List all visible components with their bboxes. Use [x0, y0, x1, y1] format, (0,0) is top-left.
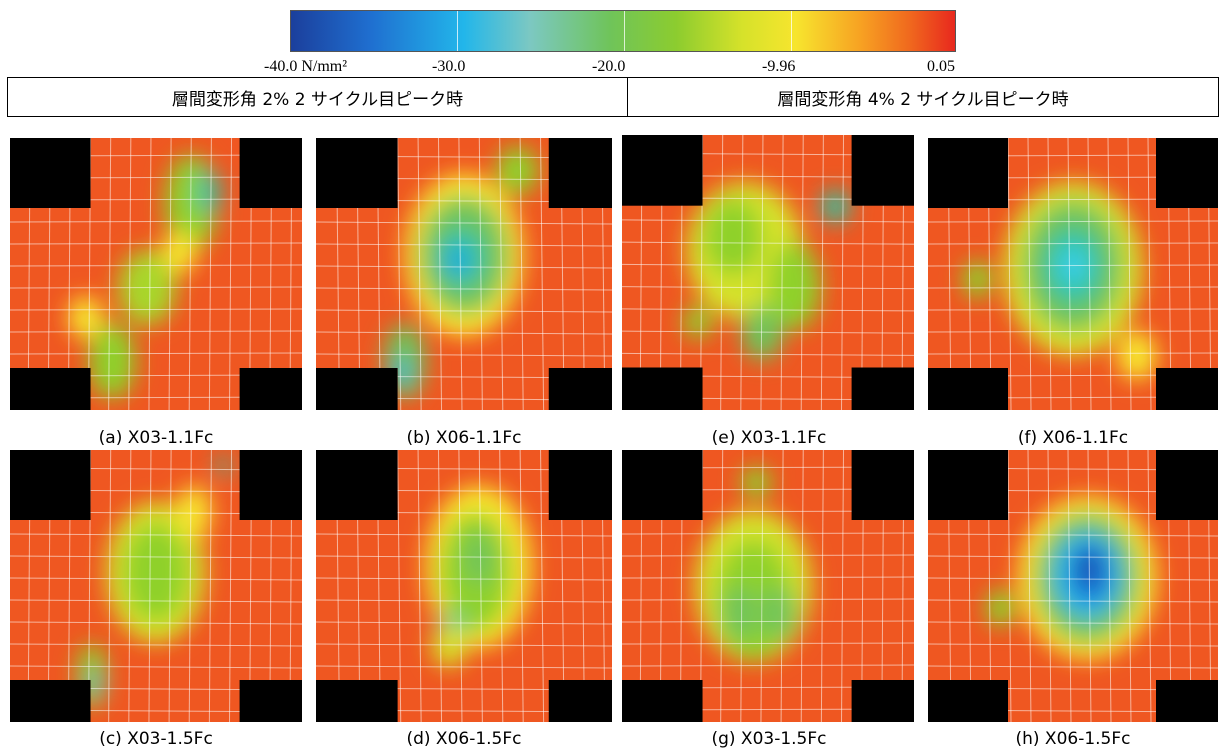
contour-panel-c — [10, 450, 302, 722]
contour-map — [10, 450, 302, 722]
contour-map — [316, 138, 612, 410]
scale-tick-10: -9.96 — [762, 58, 796, 75]
caption-panel-b: (b) X06-1.1Fc — [406, 428, 522, 448]
contour-panel-b — [316, 138, 612, 410]
contour-panel-a — [10, 138, 302, 410]
color-scale-bar — [290, 10, 956, 52]
header-drift-2pct: 層間変形角 2% 2 サイクル目ピーク時 — [7, 77, 628, 117]
scale-tick-20: -20.0 — [592, 58, 626, 75]
caption-panel-f: (f) X06-1.1Fc — [1017, 428, 1129, 448]
caption-panel-h: (h) X06-1.5Fc — [1015, 729, 1131, 749]
contour-panel-e — [622, 135, 914, 410]
caption-panel-a: (a) X03-1.1Fc — [98, 428, 214, 448]
caption-panel-g: (g) X03-1.5Fc — [711, 729, 827, 749]
scale-tick-min: -40.0 N/mm² — [264, 58, 348, 75]
caption-panel-d: (d) X06-1.5Fc — [406, 729, 522, 749]
contour-map — [316, 450, 612, 722]
contour-map — [622, 450, 914, 722]
contour-panel-h — [928, 450, 1218, 722]
scale-tick-max: 0.05 — [927, 58, 955, 75]
scale-tick-30: -30.0 — [432, 58, 466, 75]
caption-panel-c: (c) X03-1.5Fc — [99, 729, 213, 749]
contour-panel-f — [928, 138, 1218, 410]
contour-map — [928, 450, 1218, 722]
contour-map — [10, 138, 302, 410]
caption-panel-e: (e) X03-1.1Fc — [711, 428, 827, 448]
contour-map — [928, 138, 1218, 410]
contour-panel-g — [622, 450, 914, 722]
contour-map — [622, 135, 914, 410]
contour-panel-d — [316, 450, 612, 722]
header-drift-4pct: 層間変形角 4% 2 サイクル目ピーク時 — [627, 77, 1219, 117]
